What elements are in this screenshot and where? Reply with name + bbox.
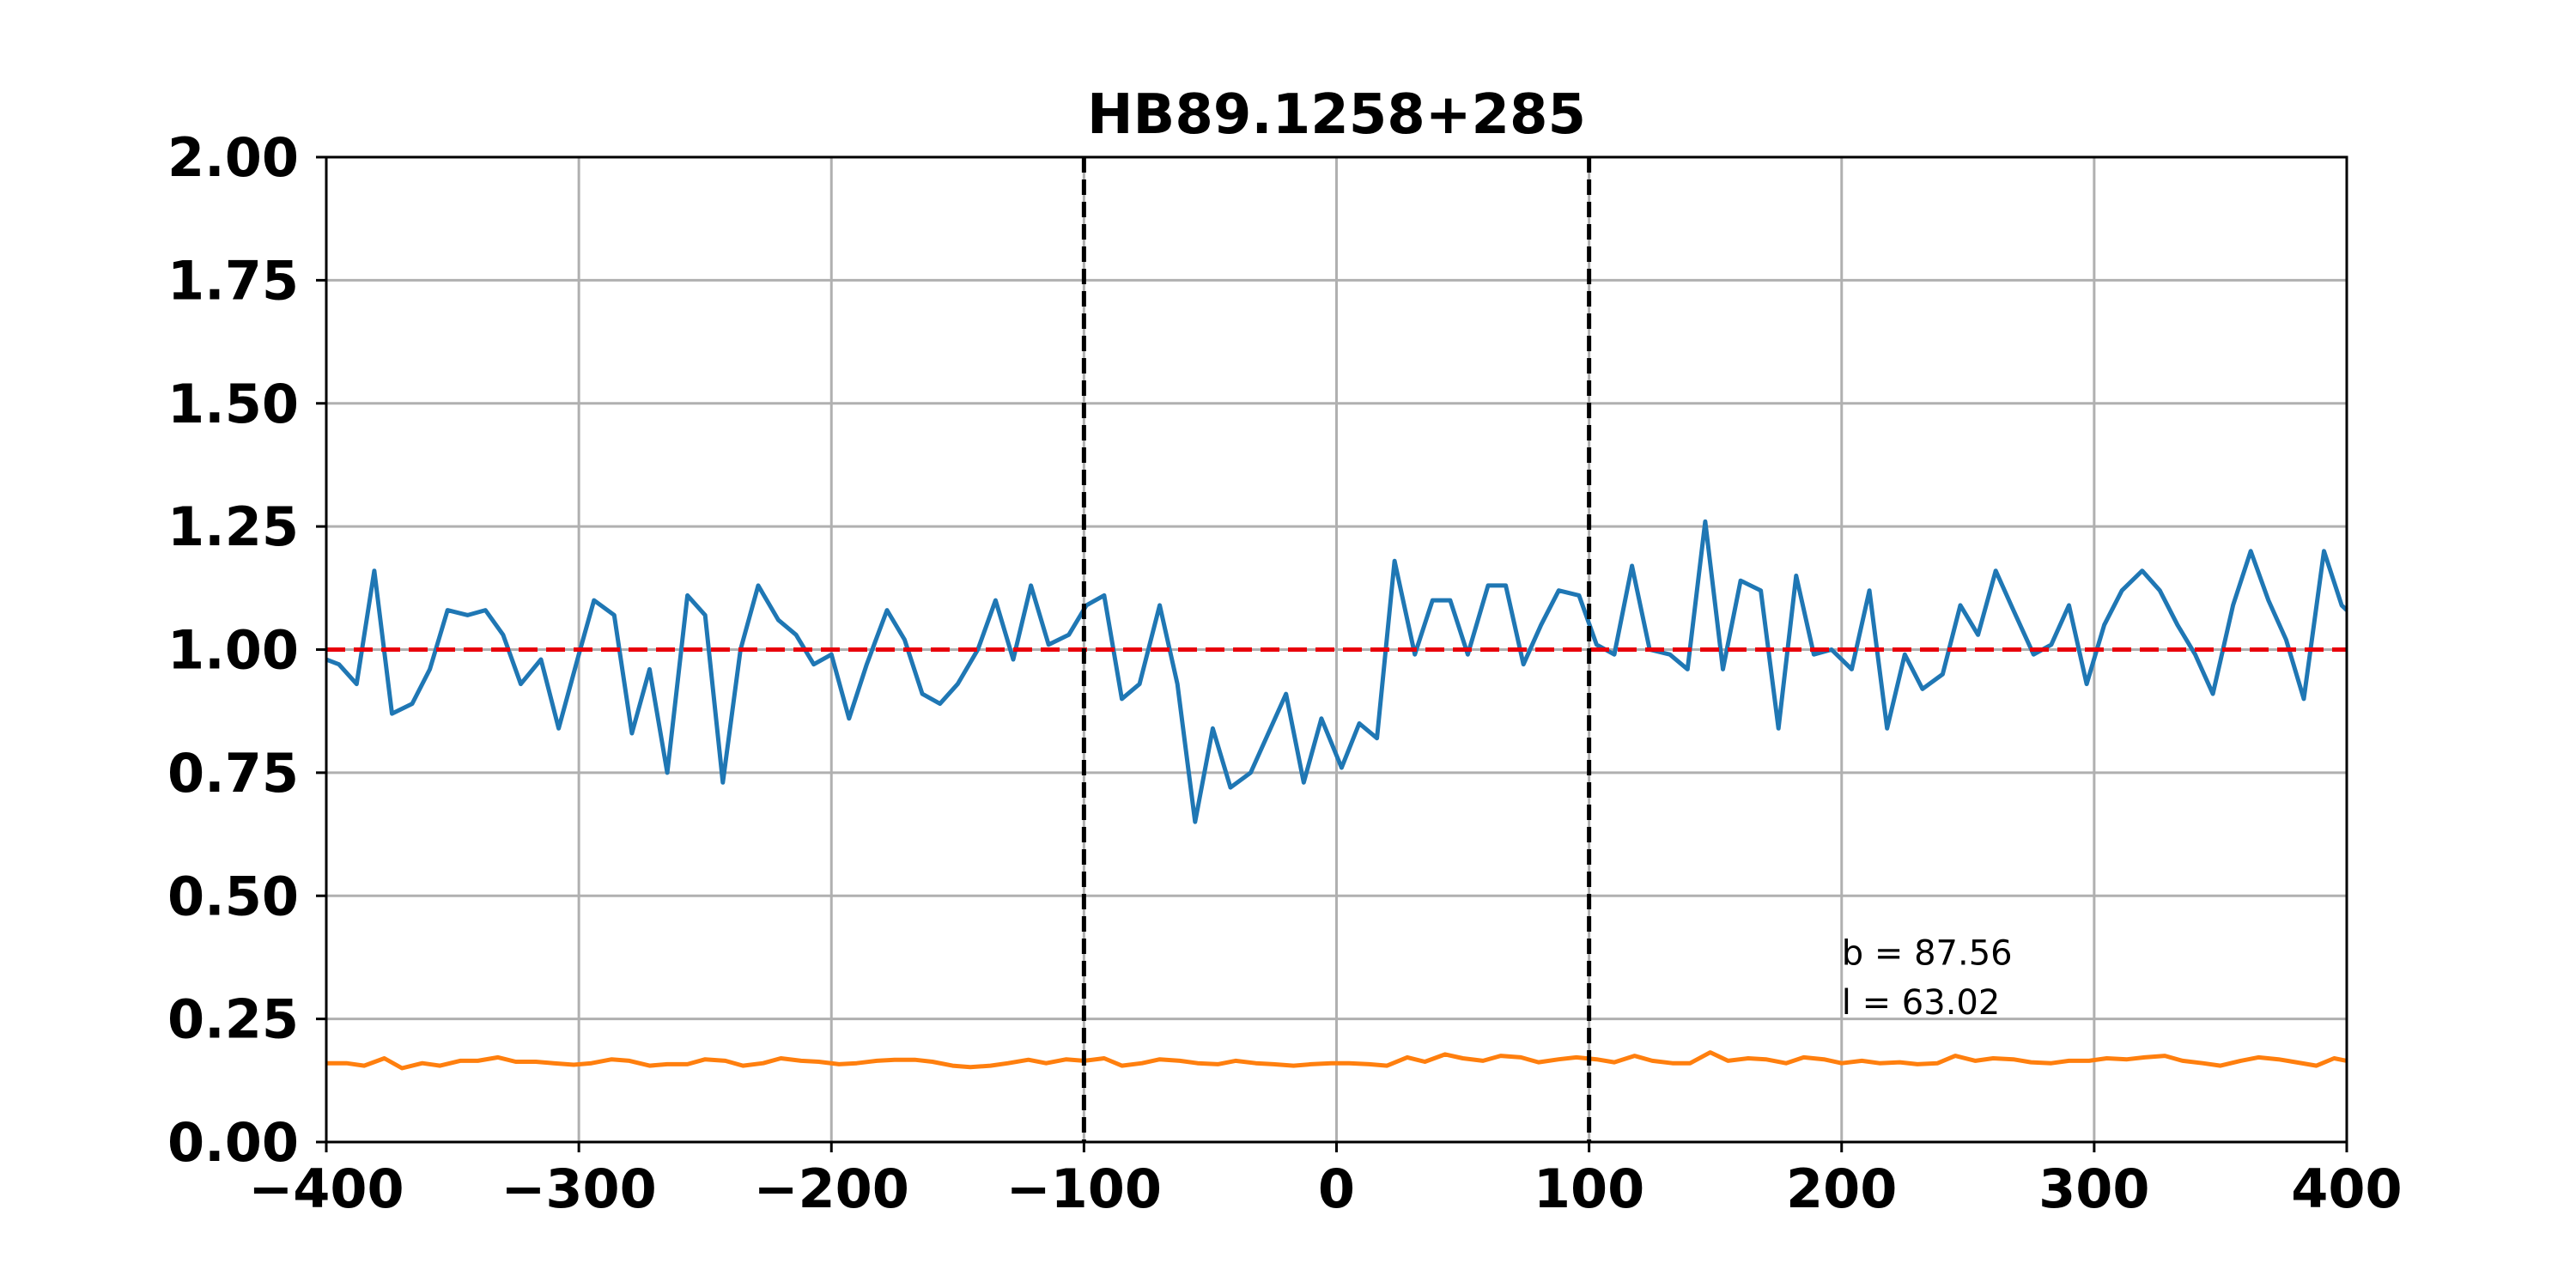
annotation-text: b = 87.56 xyxy=(1842,934,2013,974)
x-tick-label: −400 xyxy=(248,1157,404,1220)
y-tick-label: 1.25 xyxy=(167,495,299,558)
series-line-1 xyxy=(326,1050,2348,1071)
x-tick-label: −100 xyxy=(1006,1157,1162,1220)
y-tick-label: 0.50 xyxy=(167,865,299,927)
y-tick-label: 0.75 xyxy=(167,742,299,805)
annotation-text: l = 63.02 xyxy=(1842,983,2001,1023)
y-tick-label: 1.00 xyxy=(167,619,299,682)
series-lines xyxy=(325,519,2348,1071)
x-tick-label: 0 xyxy=(1318,1157,1355,1220)
annotations: b = 87.56 l = 63.02 xyxy=(1842,934,2013,1023)
tick-labels: −400 −300 −200 −100 0 100 200 300 400 0.00 0.25 0.5… xyxy=(167,126,2403,1220)
chart-title: HB89.1258+285 xyxy=(1087,83,1586,147)
y-tick-label: 2.00 xyxy=(167,126,299,189)
x-tick-label: 200 xyxy=(1786,1157,1897,1220)
y-tick-label: 1.50 xyxy=(167,373,299,435)
reference-lines xyxy=(326,157,2347,1142)
y-tick-label: 1.75 xyxy=(167,249,299,312)
x-tick-label: 400 xyxy=(2291,1157,2402,1220)
y-tick-label: 0.25 xyxy=(167,988,299,1051)
x-tick-label: 100 xyxy=(1534,1157,1644,1220)
x-tick-label: −200 xyxy=(754,1157,909,1220)
axis-ticks xyxy=(316,155,2348,1152)
y-tick-label: 0.00 xyxy=(167,1111,299,1174)
x-tick-label: −300 xyxy=(501,1157,656,1220)
series-line-0 xyxy=(325,519,2348,824)
x-tick-label: 300 xyxy=(2038,1157,2149,1220)
